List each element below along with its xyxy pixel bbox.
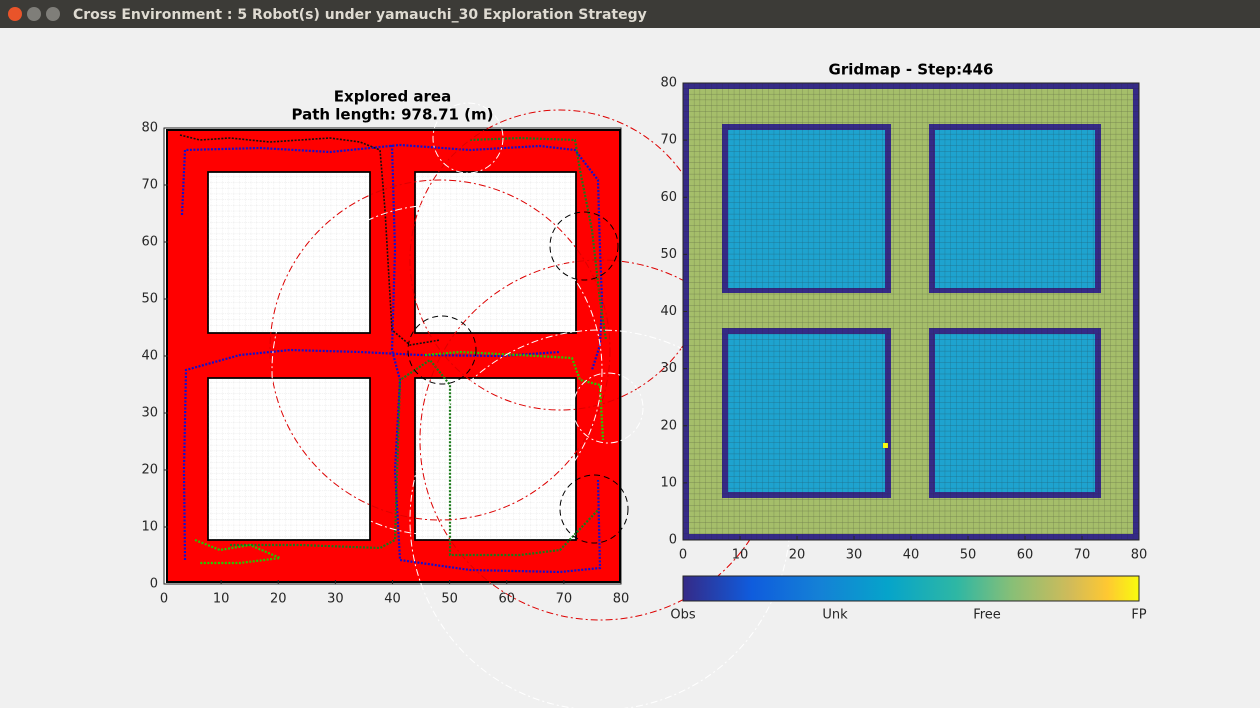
colorbar-label: Free [973, 608, 1001, 623]
y-tick-label: 30 [660, 361, 677, 376]
chart-title: Explored area [334, 88, 451, 106]
x-tick-label: 0 [160, 592, 168, 607]
y-tick-label: 0 [150, 577, 158, 592]
y-tick-label: 10 [141, 520, 158, 535]
x-tick-label: 30 [327, 592, 344, 607]
colorbar-label: FP [1131, 608, 1146, 623]
gridmap [682, 82, 1140, 602]
y-tick-label: 30 [141, 406, 158, 421]
x-tick-label: 70 [1074, 548, 1091, 563]
x-tick-label: 50 [960, 548, 977, 563]
x-tick-label: 20 [270, 592, 287, 607]
chart-title: Gridmap - Step:446 [829, 61, 994, 79]
y-tick-label: 60 [141, 235, 158, 250]
y-tick-label: 10 [660, 475, 677, 490]
y-tick-label: 50 [660, 247, 677, 262]
x-tick-label: 0 [679, 548, 687, 563]
explored-map [163, 102, 791, 708]
x-tick-label: 40 [384, 592, 401, 607]
y-tick-label: 0 [669, 533, 677, 548]
y-tick-label: 40 [660, 304, 677, 319]
x-tick-label: 10 [732, 548, 749, 563]
title-bar [0, 0, 1260, 28]
y-tick-label: 60 [660, 190, 677, 205]
minimize-button[interactable] [27, 7, 41, 21]
y-tick-label: 80 [660, 76, 677, 91]
y-tick-label: 20 [660, 418, 677, 433]
colorbar-label: Unk [822, 608, 848, 623]
y-tick-label: 70 [141, 178, 158, 193]
chart-subtitle: Path length: 978.71 (m) [291, 106, 493, 124]
y-tick-label: 50 [141, 292, 158, 307]
y-tick-label: 80 [141, 121, 158, 136]
y-tick-label: 20 [141, 463, 158, 478]
x-tick-label: 60 [1017, 548, 1034, 563]
y-tick-label: 40 [141, 349, 158, 364]
y-tick-label: 70 [660, 133, 677, 148]
maximize-button[interactable] [46, 7, 60, 21]
colorbar-label: Obs [670, 608, 695, 623]
window-title: Cross Environment : 5 Robot(s) under yam… [73, 7, 647, 23]
x-tick-label: 40 [903, 548, 920, 563]
colorbar [682, 575, 1140, 602]
x-tick-label: 80 [1131, 548, 1148, 563]
x-tick-label: 30 [846, 548, 863, 563]
x-tick-label: 70 [556, 592, 573, 607]
x-tick-label: 60 [498, 592, 515, 607]
close-button[interactable] [8, 7, 22, 21]
x-tick-label: 10 [213, 592, 230, 607]
x-tick-label: 20 [789, 548, 806, 563]
x-tick-label: 50 [441, 592, 458, 607]
x-tick-label: 80 [613, 592, 630, 607]
